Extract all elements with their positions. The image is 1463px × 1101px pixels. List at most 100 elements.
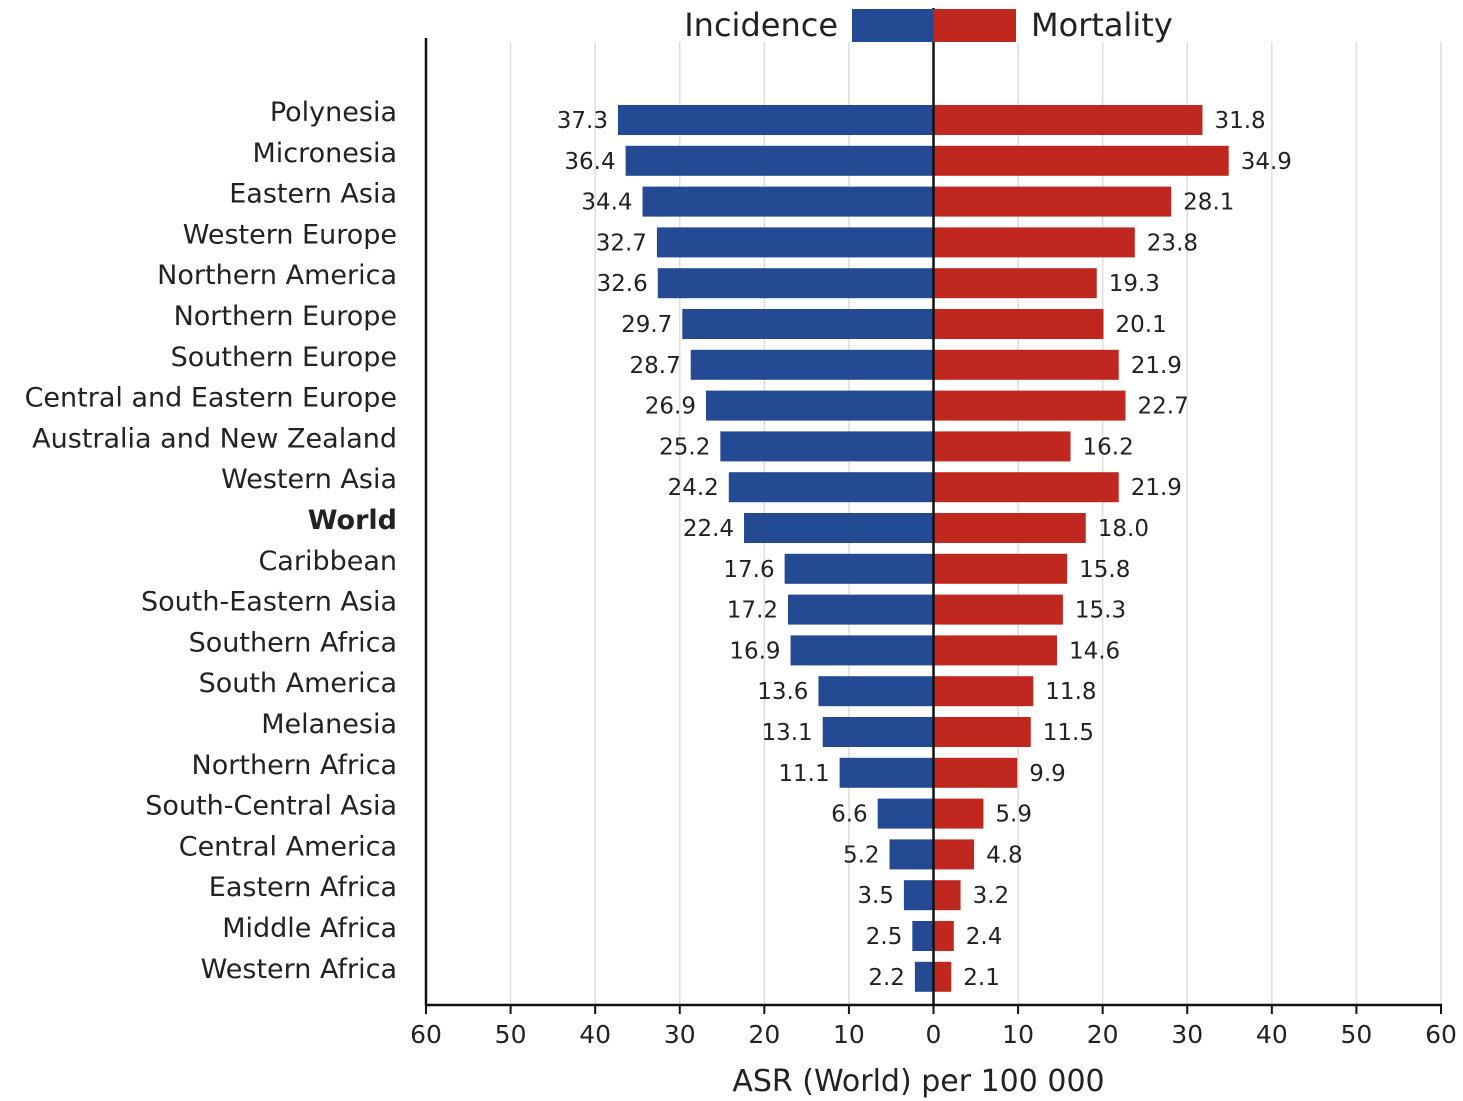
incidence-value-label: 25.2 (659, 434, 710, 460)
incidence-bar (784, 553, 934, 584)
mortality-value-label: 15.3 (1075, 598, 1126, 624)
incidence-bar (656, 227, 934, 258)
category-label: Polynesia (270, 97, 397, 128)
mortality-value-label: 22.7 (1138, 394, 1189, 420)
mortality-value-label: 21.9 (1131, 475, 1182, 501)
mortality-bar (933, 839, 975, 870)
mortality-bar (933, 186, 1172, 217)
mortality-bar (933, 961, 952, 992)
x-tick-label: 60 (1425, 1020, 1457, 1049)
category-label: Southern Africa (189, 627, 397, 658)
x-tick-label: 40 (1256, 1020, 1288, 1049)
mortality-bar (933, 717, 1031, 747)
labels: 60 50 40 30 20 10 0 10 20 30 40 50 60 37.3 31.8 Polynes… (25, 97, 1457, 1049)
mortality-value-label: 28.1 (1183, 190, 1234, 216)
incidence-bar (744, 513, 934, 543)
incidence-value-label: 26.9 (645, 394, 696, 420)
mortality-value-label: 18.0 (1098, 516, 1149, 542)
category-label: Northern America (157, 260, 397, 291)
incidence-bar (877, 798, 934, 829)
mortality-bar (933, 676, 1034, 707)
x-tick-label: 20 (1087, 1020, 1119, 1049)
mortality-value-label: 20.1 (1116, 312, 1167, 338)
incidence-bar (690, 349, 934, 380)
incidence-bar (625, 145, 934, 176)
mortality-bar (933, 880, 961, 911)
incidence-bar (642, 186, 934, 217)
mortality-bar (933, 390, 1126, 421)
category-label: World (308, 505, 397, 536)
mortality-value-label: 11.5 (1043, 720, 1094, 746)
incidence-value-label: 5.2 (843, 842, 880, 868)
mortality-bar (933, 145, 1229, 176)
category-label: Northern Africa (192, 750, 397, 781)
mortality-bar (933, 798, 984, 829)
mortality-value-label: 9.9 (1029, 761, 1066, 787)
incidence-bar (682, 309, 934, 339)
mortality-value-label: 23.8 (1147, 230, 1198, 256)
bars (618, 105, 1229, 992)
category-label: Central America (179, 831, 397, 862)
incidence-bar (788, 594, 934, 625)
category-label: Western Asia (221, 464, 397, 495)
incidence-bar (720, 431, 934, 462)
x-tick-label: 50 (495, 1020, 527, 1049)
incidence-value-label: 2.5 (866, 924, 903, 950)
mortality-value-label: 34.9 (1241, 149, 1292, 175)
mortality-bar (933, 349, 1119, 380)
incidence-bar (790, 635, 934, 666)
x-tick-label: 20 (748, 1020, 780, 1049)
incidence-bar (618, 105, 934, 135)
mortality-bar (933, 635, 1057, 666)
incidence-value-label: 29.7 (621, 312, 672, 338)
legend-swatch-incidence (852, 9, 934, 42)
incidence-bar (889, 839, 934, 870)
mortality-value-label: 4.8 (986, 842, 1023, 868)
incidence-value-label: 34.4 (581, 190, 632, 216)
mortality-value-label: 14.6 (1069, 638, 1120, 664)
x-tick-label: 40 (579, 1020, 611, 1049)
x-tick-label: 30 (1171, 1020, 1203, 1049)
category-label: Micronesia (252, 138, 397, 169)
mortality-bar (933, 268, 1097, 299)
category-label: Eastern Africa (209, 872, 397, 903)
category-label: Australia and New Zealand (32, 423, 397, 454)
category-label: Northern Europe (174, 301, 397, 332)
category-label: Central and Eastern Europe (25, 383, 397, 414)
mortality-value-label: 31.8 (1214, 108, 1265, 134)
mortality-bar (933, 227, 1135, 258)
incidence-value-label: 13.1 (761, 720, 812, 746)
category-label: Middle Africa (222, 913, 397, 944)
x-tick-label: 60 (410, 1020, 442, 1049)
incidence-value-label: 13.6 (757, 679, 808, 705)
mortality-bar (933, 431, 1071, 462)
mortality-bar (933, 757, 1018, 788)
incidence-bar (657, 268, 934, 299)
x-tick-label: 50 (1341, 1020, 1373, 1049)
mortality-value-label: 2.1 (963, 965, 1000, 991)
incidence-value-label: 3.5 (857, 883, 894, 909)
category-label: Western Europe (183, 219, 397, 250)
incidence-value-label: 37.3 (557, 108, 608, 134)
mortality-value-label: 11.8 (1045, 679, 1096, 705)
x-tick-label: 30 (664, 1020, 696, 1049)
x-tick-label: 0 (926, 1020, 942, 1049)
incidence-bar (839, 757, 934, 788)
axes (424, 8, 1442, 1014)
mortality-bar (933, 309, 1104, 339)
x-tick-label: 10 (833, 1020, 865, 1049)
incidence-value-label: 17.6 (723, 557, 774, 583)
mortality-value-label: 21.9 (1131, 353, 1182, 379)
x-tick-label: 10 (1002, 1020, 1034, 1049)
category-label: Southern Europe (171, 342, 397, 373)
mortality-bar (933, 472, 1119, 503)
mortality-value-label: 16.2 (1083, 434, 1134, 460)
mortality-bar (933, 513, 1086, 543)
x-axis-title: ASR (World) per 100 000 (732, 1064, 1104, 1099)
category-label: Melanesia (261, 709, 397, 740)
legend-swatch-mortality (933, 9, 1016, 42)
incidence-value-label: 36.4 (564, 149, 615, 175)
mortality-bar (933, 921, 954, 951)
category-label: Caribbean (258, 546, 397, 577)
